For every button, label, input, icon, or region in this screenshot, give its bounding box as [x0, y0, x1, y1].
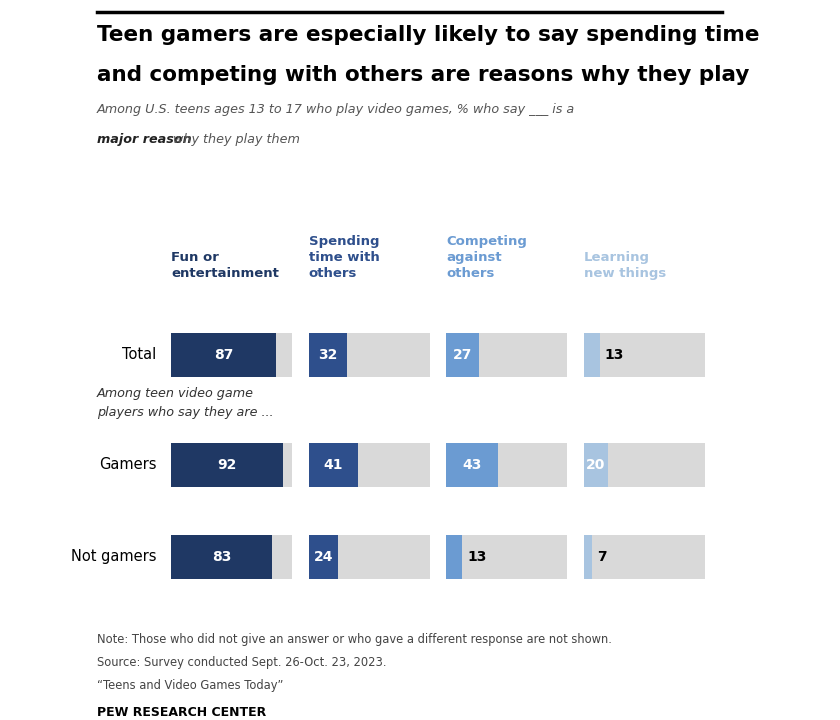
Bar	[584, 535, 592, 579]
Text: Fun or
entertainment: Fun or entertainment	[171, 251, 279, 280]
Text: Teen gamers are especially likely to say spending time: Teen gamers are especially likely to say…	[97, 24, 759, 45]
Bar	[446, 333, 479, 377]
Text: Competing
against
others: Competing against others	[446, 235, 528, 280]
Text: 13: 13	[467, 550, 486, 564]
Bar	[309, 443, 359, 487]
Text: Note: Those who did not give an answer or who gave a different response are not : Note: Those who did not give an answer o…	[97, 633, 612, 646]
Text: 27: 27	[453, 348, 472, 361]
Bar	[584, 333, 600, 377]
Text: 20: 20	[586, 457, 606, 472]
Bar	[309, 333, 430, 377]
Text: PEW RESEARCH CENTER: PEW RESEARCH CENTER	[97, 706, 266, 719]
Bar	[584, 333, 705, 377]
Text: 41: 41	[323, 457, 344, 472]
Text: and competing with others are reasons why they play: and competing with others are reasons wh…	[97, 66, 749, 85]
Text: 83: 83	[212, 550, 231, 564]
Text: 32: 32	[318, 348, 338, 361]
Text: major reason: major reason	[97, 133, 192, 146]
Text: why they play them: why they play them	[169, 133, 300, 146]
Text: 87: 87	[214, 348, 234, 361]
Bar	[171, 333, 292, 377]
Bar	[309, 443, 430, 487]
Text: Among U.S. teens ages 13 to 17 who play video games, % who say ___ is a: Among U.S. teens ages 13 to 17 who play …	[97, 103, 575, 116]
Bar	[171, 443, 292, 487]
Text: 92: 92	[217, 457, 237, 472]
Bar	[171, 443, 282, 487]
Bar	[171, 535, 292, 579]
Bar	[309, 535, 430, 579]
Bar	[309, 535, 338, 579]
Bar	[446, 535, 568, 579]
Bar	[446, 333, 568, 377]
Bar	[584, 443, 705, 487]
Text: “Teens and Video Games Today”: “Teens and Video Games Today”	[97, 680, 283, 693]
Text: Learning
new things: Learning new things	[584, 251, 666, 280]
Bar	[584, 443, 608, 487]
Text: Spending
time with
others: Spending time with others	[309, 235, 380, 280]
Bar	[309, 333, 348, 377]
Bar	[171, 535, 271, 579]
Text: Among teen video game
players who say they are ...: Among teen video game players who say th…	[97, 387, 273, 418]
Text: Source: Survey conducted Sept. 26-Oct. 23, 2023.: Source: Survey conducted Sept. 26-Oct. 2…	[97, 656, 386, 669]
Text: 13: 13	[605, 348, 624, 361]
Text: Not gamers: Not gamers	[71, 549, 156, 564]
Bar	[446, 443, 498, 487]
Bar	[446, 443, 568, 487]
Text: 43: 43	[463, 457, 482, 472]
Text: 24: 24	[313, 550, 333, 564]
Bar	[446, 535, 462, 579]
Bar	[171, 333, 276, 377]
Bar	[584, 535, 705, 579]
Text: Gamers: Gamers	[99, 457, 156, 472]
Text: Total: Total	[122, 347, 156, 362]
Text: 7: 7	[597, 550, 607, 564]
